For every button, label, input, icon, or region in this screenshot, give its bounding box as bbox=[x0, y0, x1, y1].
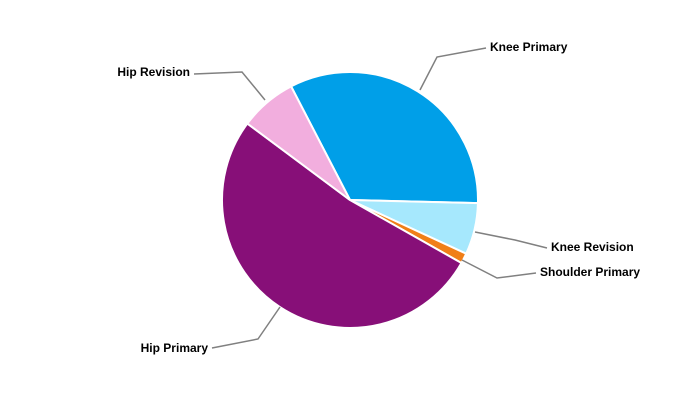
pie-slice bbox=[289, 71, 479, 205]
slice-label: Hip Revision bbox=[117, 65, 190, 79]
pie-slice bbox=[245, 85, 351, 201]
leader-line bbox=[474, 231, 548, 249]
leader-line bbox=[419, 47, 487, 91]
leader-line bbox=[211, 306, 281, 349]
slice-label: Hip Primary bbox=[141, 341, 209, 355]
slice-label: Knee Primary bbox=[490, 40, 568, 54]
leader-line bbox=[461, 259, 537, 279]
slice-label: Knee Revision bbox=[551, 240, 634, 254]
slice-label: Shoulder Primary bbox=[540, 265, 640, 279]
leader-line bbox=[193, 71, 266, 101]
